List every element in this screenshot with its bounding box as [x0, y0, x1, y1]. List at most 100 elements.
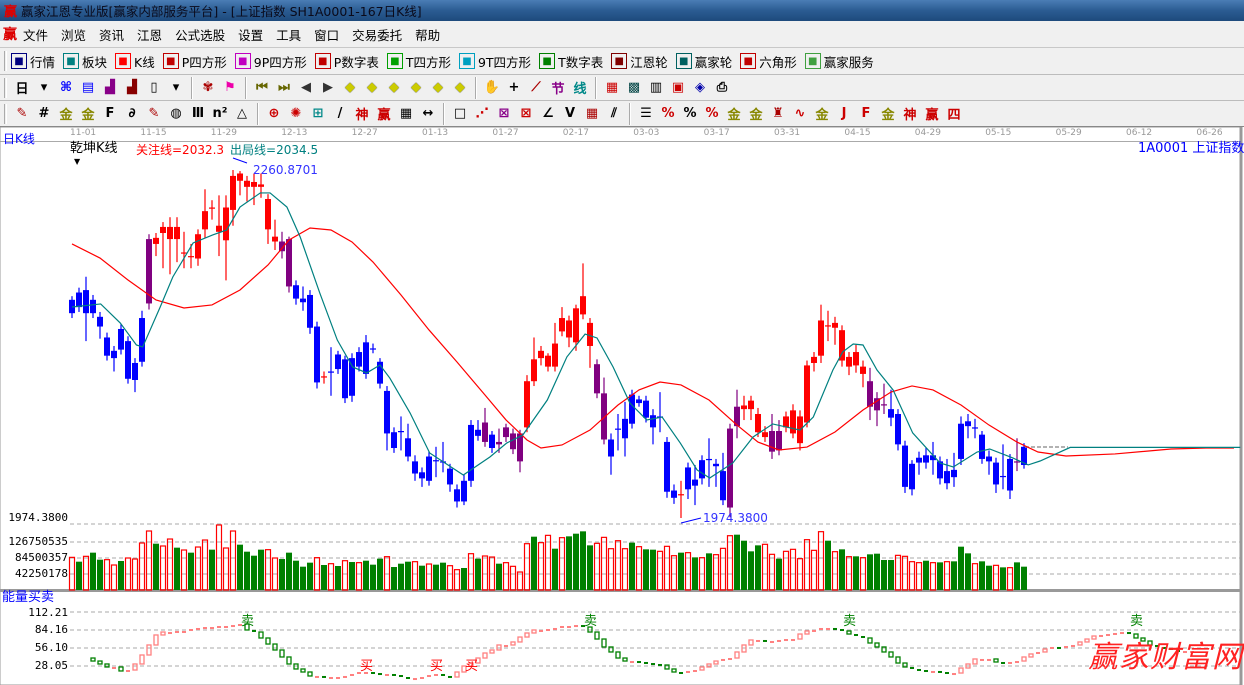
menu-item-0[interactable]: 文件 [23, 27, 49, 43]
toolbar-button-5[interactable]: ■ P数字表 [314, 52, 379, 71]
xian-icon[interactable]: 线 [573, 82, 587, 97]
menu-item-9[interactable]: 帮助 [415, 27, 441, 43]
angle-icon[interactable]: ∠ [542, 106, 554, 121]
gold-bar-icon[interactable]: 金 [815, 108, 829, 123]
network-icon[interactable]: ⌘ [59, 80, 73, 95]
toolbar-button-4[interactable]: ■ 9P四方形 [234, 52, 307, 71]
fan-box2-icon[interactable]: ⊠ [520, 106, 532, 121]
candle-icon[interactable]: ▯ [150, 80, 158, 95]
toolbar-grip[interactable] [4, 77, 7, 98]
menu-item-6[interactable]: 工具 [276, 27, 302, 43]
hash-icon[interactable]: # [38, 106, 50, 121]
toolbar-button-8[interactable]: ■ T数字表 [539, 52, 603, 71]
ruler-icon[interactable]: ▦ [399, 106, 413, 121]
menu-logo-icon[interactable]: 赢 [3, 27, 17, 43]
v-icon[interactable]: V [564, 106, 576, 121]
save-icon[interactable]: ▣ [671, 80, 685, 95]
gold-angle-icon[interactable]: 金 [881, 108, 895, 123]
ying-angle-icon[interactable]: 赢 [925, 108, 939, 123]
f-angle-icon[interactable]: F [861, 106, 871, 121]
toolbar-grip[interactable] [4, 103, 7, 124]
wave-icon[interactable]: ∿ [794, 106, 806, 121]
percent-lines-icon[interactable]: % [705, 106, 719, 121]
toolbar-button-11[interactable]: ■ 六角形 [740, 52, 797, 71]
triangle-icon[interactable]: △ [237, 106, 247, 121]
gold2-icon[interactable]: 金 [81, 108, 95, 123]
shen-icon[interactable]: 神 [355, 108, 369, 123]
bars-icon[interactable]: Ⅲ [191, 106, 205, 121]
toolbar-button-2[interactable]: ■ K线 [115, 52, 155, 71]
chart-9-icon[interactable]: ▟ [127, 80, 137, 95]
diamond-cross-icon[interactable]: ◆ [411, 80, 421, 95]
line-icon[interactable]: ⟋ [531, 80, 541, 95]
toolbar-button-9[interactable]: ■ 江恩轮 [611, 52, 668, 71]
printer-icon[interactable]: ⎙ [716, 80, 728, 95]
toolbar-button-1[interactable]: ■ 板块 [63, 52, 107, 71]
grid-icon[interactable]: ▦ [585, 106, 599, 121]
circle-icon[interactable]: ◍ [170, 106, 182, 121]
menu-item-3[interactable]: 江恩 [137, 27, 163, 43]
f-icon[interactable]: F [105, 106, 115, 121]
hand-icon[interactable]: ✋ [483, 80, 501, 95]
menu-item-7[interactable]: 窗口 [314, 27, 340, 43]
si-angle-icon[interactable]: 四 [947, 108, 961, 123]
box-icon[interactable]: □ [453, 106, 467, 121]
toolbar-button-12[interactable]: ■ 赢家服务 [804, 52, 874, 71]
fan-box-icon[interactable]: ⊠ [498, 106, 510, 121]
dropdown-arrow-icon[interactable]: ▼ [74, 157, 81, 166]
menu-item-5[interactable]: 设置 [238, 27, 264, 43]
ying-icon[interactable]: 赢 [377, 108, 391, 123]
calendar-icon[interactable]: ▦ [605, 80, 619, 95]
menu-item-4[interactable]: 公式选股 [175, 27, 226, 43]
slash-icon[interactable]: / [337, 106, 343, 121]
percent-icon[interactable]: % [683, 106, 697, 121]
document-icon[interactable]: ▤ [81, 80, 95, 95]
crosshair-icon[interactable]: + [508, 80, 520, 95]
target-icon[interactable]: ⊕ [268, 106, 280, 121]
pencil-icon[interactable]: ✎ [16, 106, 28, 121]
dropdown-icon[interactable]: ▾ [40, 80, 48, 95]
prev-icon[interactable]: ◀ [301, 80, 311, 95]
figure-icon[interactable]: ✾ [202, 80, 214, 95]
spiral-icon[interactable]: ∂ [128, 106, 136, 121]
menu-item-8[interactable]: 交易委托 [352, 27, 403, 43]
notebook-icon[interactable]: ▥ [649, 80, 663, 95]
toolbar-grip[interactable] [4, 51, 7, 71]
target2-icon[interactable]: ✺ [290, 106, 302, 121]
pencil2-icon[interactable]: ✎ [148, 106, 160, 121]
parallel-icon[interactable]: ⫽ [611, 106, 617, 121]
toolbar-button-3[interactable]: ■ P四方形 [162, 52, 227, 71]
toolbar-button-10[interactable]: ■ 赢家轮 [675, 52, 732, 71]
toolbar-button-0[interactable]: ■ 行情 [11, 52, 55, 71]
menu-item-1[interactable]: 浏览 [61, 27, 87, 43]
indicator-name[interactable]: 乾坤K线 [70, 141, 118, 156]
gold-circle-icon[interactable]: 金 [727, 108, 741, 123]
diamond-all-icon[interactable]: ◆ [455, 80, 465, 95]
rocket-icon[interactable]: ♜ [772, 106, 784, 121]
first-icon[interactable]: ⏮ [256, 80, 268, 95]
toolbar-button-7[interactable]: ■ 9T四方形 [458, 52, 531, 71]
n2-icon[interactable]: n² [212, 106, 228, 121]
next-icon[interactable]: ▶ [323, 80, 333, 95]
dropdown-icon[interactable]: ▾ [172, 80, 180, 95]
toolbar-button-6[interactable]: ■ T四方形 [386, 52, 451, 71]
jie-icon[interactable]: 节 [551, 82, 565, 97]
percent-slash-icon[interactable]: % [661, 106, 675, 121]
diamond-right-icon[interactable]: ◆ [367, 80, 377, 95]
calculator-icon[interactable]: ▩ [627, 80, 641, 95]
kline-chart[interactable]: 卖买 买 买 卖 卖 卖 [0, 127, 1244, 685]
last-icon[interactable]: ⏭ [278, 80, 290, 95]
diamond-left-icon[interactable]: ◆ [345, 80, 355, 95]
connect-icon[interactable]: ◈ [695, 80, 705, 95]
shen-angle-icon[interactable]: 神 [903, 108, 917, 123]
grid-target-icon[interactable]: ⊞ [312, 106, 324, 121]
diamond-horizontal-icon[interactable]: ◆ [389, 80, 399, 95]
menu-item-2[interactable]: 资讯 [99, 27, 125, 43]
fan-icon[interactable]: ⋰ [475, 106, 489, 121]
flag-icon[interactable]: ⚑ [224, 80, 236, 95]
gold-icon[interactable]: 金 [59, 108, 73, 123]
chart-3-icon[interactable]: ▟ [105, 80, 115, 95]
period-select[interactable]: 日 [15, 82, 29, 97]
gold-lines-icon[interactable]: 金 [749, 108, 763, 123]
diamond-star-icon[interactable]: ◆ [433, 80, 443, 95]
